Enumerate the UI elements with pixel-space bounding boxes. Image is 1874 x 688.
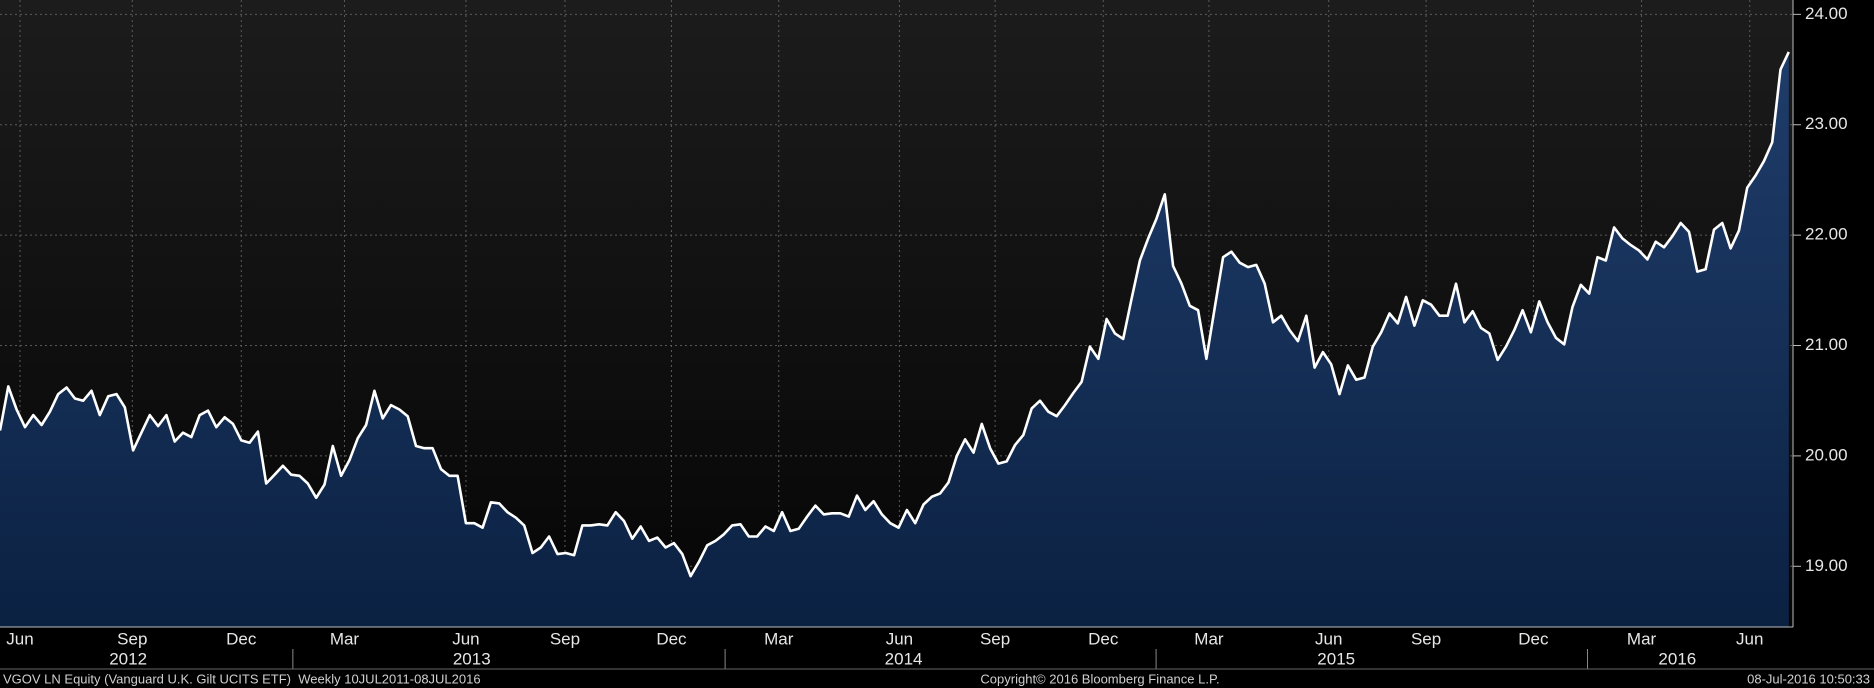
x-tick-label: Dec (656, 629, 687, 648)
x-tick-label: Dec (1088, 629, 1119, 648)
x-tick-label: Jun (452, 629, 479, 648)
footer-center: Copyright© 2016 Bloomberg Finance L.P. (980, 671, 1219, 686)
x-tick-label: Dec (226, 629, 257, 648)
x-tick-label: Mar (1627, 629, 1657, 648)
y-tick-label: 19.00 (1805, 556, 1848, 575)
area (0, 51, 1789, 627)
footer-right: 08-Jul-2016 10:50:33 (1747, 671, 1870, 686)
x-tick-label: Sep (1411, 629, 1441, 648)
y-tick-label: 24.00 (1805, 4, 1848, 23)
year-label: 2014 (885, 649, 923, 668)
x-tick-label: Jun (886, 629, 913, 648)
x-tick-label: Mar (330, 629, 360, 648)
x-tick-label: Jun (1315, 629, 1342, 648)
x-tick-label: Sep (980, 629, 1010, 648)
year-label: 2012 (109, 649, 147, 668)
x-tick-label: Jun (6, 629, 33, 648)
line (0, 51, 1790, 578)
x-tick-label: Mar (1194, 629, 1224, 648)
y-tick-label: 21.00 (1805, 335, 1848, 354)
y-tick-label: 20.00 (1805, 445, 1848, 464)
x-tick-label: Jun (1736, 629, 1763, 648)
year-label: 2013 (453, 649, 491, 668)
x-tick-label: Mar (764, 629, 794, 648)
year-label: 2016 (1658, 649, 1696, 668)
x-tick-label: Sep (550, 629, 580, 648)
x-tick-label: Dec (1518, 629, 1549, 648)
y-tick-label: 22.00 (1805, 225, 1848, 244)
x-tick-label: Sep (117, 629, 147, 648)
year-label: 2015 (1317, 649, 1355, 668)
y-tick-label: 23.00 (1805, 114, 1848, 133)
footer-left: VGOV LN Equity (Vanguard U.K. Gilt UCITS… (3, 671, 481, 686)
